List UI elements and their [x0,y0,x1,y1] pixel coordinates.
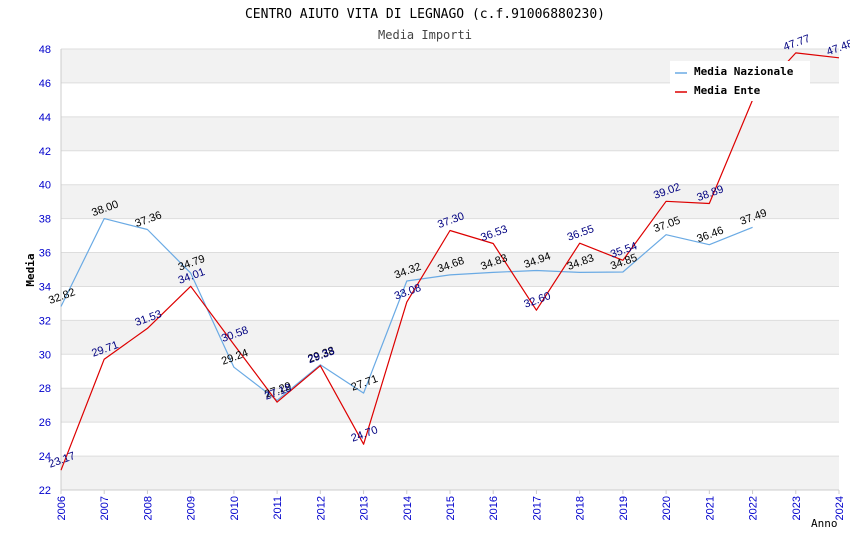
axes [60,49,840,494]
chart-subtitle: Media Importi [378,28,472,42]
x-tick-label: 2019 [618,496,630,520]
y-tick-label: 48 [39,44,51,56]
x-tick-label: 2009 [186,496,198,520]
x-tick-label: 2007 [99,496,111,520]
x-tick-label: 2006 [56,496,68,520]
x-axis-label: Anno [811,517,838,530]
x-tick-label: 2013 [359,496,371,520]
y-tick-label: 38 [39,214,51,226]
data-label-media-ente: 36.55 [566,223,596,244]
y-tick-label: 30 [39,349,51,361]
grid-band [61,252,839,287]
y-tick-label: 32 [39,315,51,327]
x-tick-label: 2024 [834,496,846,520]
y-tick-label: 36 [39,248,51,260]
x-tick-label: 2022 [748,496,760,520]
legend: Media Nazionale Media Ente [670,61,810,101]
series-lines [60,52,840,471]
y-tick-label: 22 [39,485,51,497]
x-tick-label: 2016 [488,496,500,520]
x-tick-label: 2021 [704,496,716,520]
legend-label-media-ente: Media Ente [694,84,761,97]
data-label-media-nazionale: 36.46 [695,225,725,246]
y-axis-label: Media [24,253,37,286]
y-tick-label: 34 [39,281,51,293]
grid-band [61,184,839,219]
x-tick-label: 2011 [272,496,284,520]
x-tick-label: 2017 [531,496,543,520]
x-tick-label: 2008 [142,496,154,520]
series-line-media-nazionale [60,218,753,401]
data-label-media-ente: 36.53 [479,223,509,244]
y-tick-label: 24 [39,451,51,463]
chart-title: CENTRO AIUTO VITA DI LEGNAGO (c.f.910068… [245,7,605,22]
series-line-media-ente [60,52,840,471]
x-tick-label: 2010 [229,496,241,520]
grid-band [61,116,839,151]
x-tick-label: 2014 [402,496,414,520]
x-tick-labels: 2006 2007 2008 2009 2010 2011 2012 2013 2014 2015… [56,496,846,520]
x-tick-label: 2015 [445,496,457,520]
y-tick-labels: 22 24 26 28 30 32 34 36 38 40 42 44 46 48 [39,44,51,497]
grid-band [61,320,839,355]
y-tick-label: 26 [39,417,51,429]
grid-band [61,388,839,423]
x-tick-label: 2012 [315,496,327,520]
y-tick-label: 40 [39,180,51,192]
data-label-media-ente: 47.48 [825,38,850,59]
y-tick-label: 44 [39,112,51,124]
legend-box [670,61,810,101]
y-tick-label: 46 [39,78,51,90]
y-tick-label: 28 [39,383,51,395]
x-tick-label: 2023 [791,496,803,520]
x-tick-label: 2018 [575,496,587,520]
legend-label-media-nazionale: Media Nazionale [694,65,794,78]
y-tick-label: 42 [39,146,51,158]
grid-band [61,456,839,490]
grid-bands [61,49,839,490]
x-tick-label: 2020 [661,496,673,520]
